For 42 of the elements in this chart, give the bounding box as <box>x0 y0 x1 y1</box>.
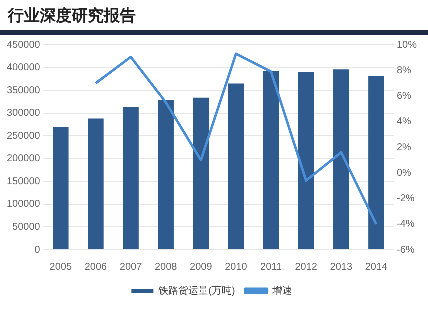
y-tick-label: 350000 <box>6 85 41 96</box>
bar <box>228 84 244 250</box>
y2-tick-label: -6% <box>396 244 415 256</box>
bar <box>53 127 69 250</box>
x-tick-label: 2013 <box>330 262 353 273</box>
x-tick-label: 2012 <box>295 262 318 273</box>
x-tick-label: 2011 <box>260 262 282 273</box>
x-tick-label: 2014 <box>365 262 388 273</box>
y-tick-label: 300000 <box>6 108 41 120</box>
chart-title: 行业深度研究报告 <box>8 6 136 27</box>
y2-tick-label: 4% <box>396 116 412 128</box>
legend-label: 增速 <box>271 284 292 297</box>
y-tick-label: 200000 <box>6 154 41 165</box>
y2-tick-label: 2% <box>396 142 412 154</box>
bar <box>298 72 314 250</box>
bar <box>334 70 350 250</box>
y-tick-label: 450000 <box>6 40 41 51</box>
x-tick-label: 2007 <box>120 262 143 273</box>
y2-tick-label: 6% <box>396 91 412 102</box>
x-tick-label: 2008 <box>154 262 178 273</box>
x-tick-label: 2009 <box>190 262 213 273</box>
bar <box>263 70 280 250</box>
x-tick-label: 2006 <box>84 262 108 273</box>
y2-tick-label: -2% <box>396 194 415 204</box>
y-tick-label: 400000 <box>6 62 41 74</box>
y-tick-label: 50000 <box>12 222 41 233</box>
bar <box>123 107 139 250</box>
y-tick-label: 0 <box>34 244 41 256</box>
legend-label: 铁路货运量(万吨) <box>158 284 236 297</box>
y2-tick-label: 0% <box>396 168 412 179</box>
y2-tick-label: 10% <box>396 40 418 51</box>
x-tick-label: 2010 <box>225 262 248 273</box>
y2-tick-label: 8% <box>396 65 412 76</box>
bar <box>368 76 384 250</box>
y-tick-label: 100000 <box>6 199 41 210</box>
bar <box>193 98 210 250</box>
y-tick-label: 150000 <box>6 176 41 188</box>
bar <box>88 118 104 250</box>
x-tick-label: 2005 <box>50 262 72 273</box>
bar <box>158 100 174 250</box>
y-tick-label: 250000 <box>6 130 41 142</box>
y2-tick-label: -4% <box>396 219 415 230</box>
